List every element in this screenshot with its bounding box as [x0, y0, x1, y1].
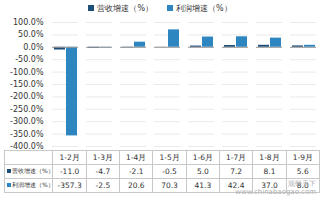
html-text:www.chinabaogao.com: www.chinabaogao.com: [235, 188, 316, 196]
html-text:1-4月: 1-4月: [126, 152, 147, 162]
html-text:营收增速（%）: 营收增速（%）: [97, 3, 153, 13]
html-text:1-6月: 1-6月: [192, 152, 213, 162]
svg-text:-200.0%: -200.0%: [10, 92, 44, 101]
html-text:-4.7: -4.7: [95, 167, 111, 176]
svg-text:-350.0%: -350.0%: [10, 130, 44, 139]
html-text:利润增速（%）: 利润增速（%）: [176, 3, 232, 13]
html-text:1-3月: 1-3月: [92, 152, 113, 162]
html-text:观研天下: 观研天下: [288, 180, 316, 188]
html-text:-0.5: -0.5: [162, 167, 177, 176]
html-text:8.1: 8.1: [263, 167, 276, 176]
svg-text:50.0%: 50.0%: [18, 30, 44, 39]
svg-text:-250.0%: -250.0%: [10, 105, 44, 114]
html-text:1-5月: 1-5月: [159, 152, 180, 162]
html-text:7.2: 7.2: [230, 167, 243, 176]
svg-text:-50.0%: -50.0%: [15, 55, 44, 64]
html-text:41.3: 41.3: [194, 181, 212, 190]
svg-text:-150.0%: -150.0%: [10, 80, 44, 89]
svg-text:100.0%: 100.0%: [13, 18, 44, 27]
html-text:1-2月: 1-2月: [59, 152, 80, 162]
html-text:42.4: 42.4: [227, 181, 245, 190]
html-text:1-9月: 1-9月: [292, 152, 313, 162]
html-text:70.3: 70.3: [161, 181, 178, 190]
html-text:1-8月: 1-8月: [259, 152, 280, 162]
html-text:1-7月: 1-7月: [226, 152, 247, 162]
html-text:-2.1: -2.1: [128, 167, 144, 176]
html-text:利润增速（%） -357.3: 利润增速（%） -357.3: [12, 181, 82, 190]
html-text:37.0: 37.0: [261, 181, 278, 190]
html-text:5.0: 5.0: [196, 167, 209, 176]
html-text:营收增速（%）: 营收增速（%）: [12, 167, 54, 174]
html-text:5.6: 5.6: [296, 167, 309, 176]
html-text:8.0: 8.0: [296, 181, 309, 190]
svg-text:-300.0%: -300.0%: [10, 117, 44, 126]
svg-text:-100.0%: -100.0%: [10, 68, 44, 77]
svg-text:0.0%: 0.0%: [23, 43, 44, 52]
svg-text:-400.0%: -400.0%: [10, 142, 44, 150]
html-text:-11.0: -11.0: [59, 167, 80, 176]
html-text:-2.5: -2.5: [95, 181, 111, 190]
html-text:20.6: 20.6: [127, 181, 145, 190]
